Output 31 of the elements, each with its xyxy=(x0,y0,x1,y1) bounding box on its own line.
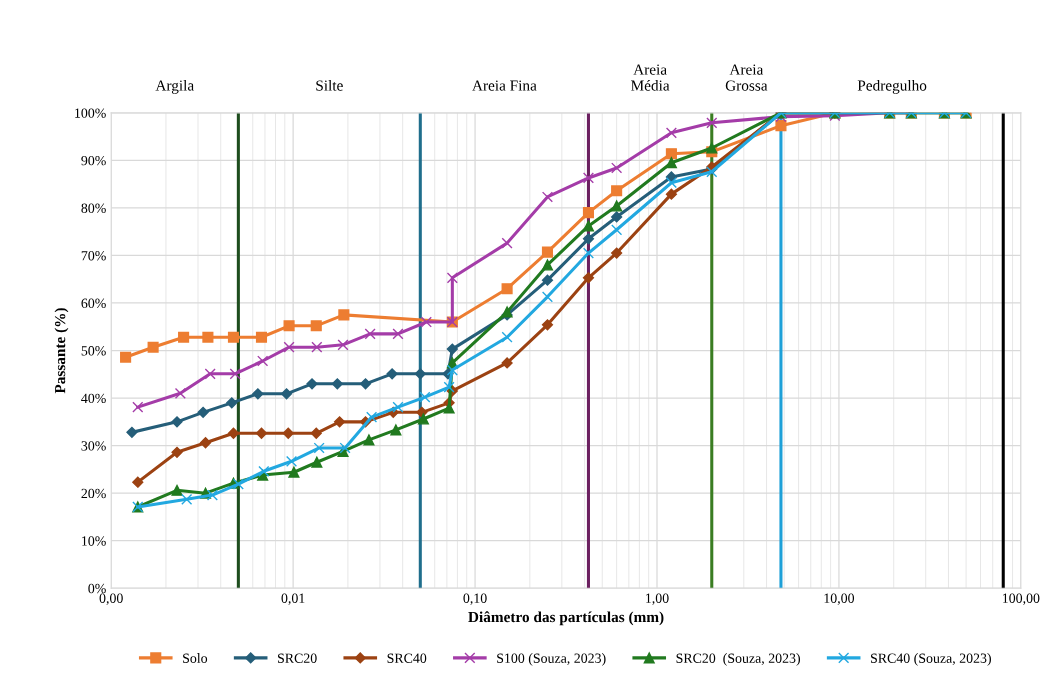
text: Areia Fina xyxy=(472,80,537,91)
y-tick-label: 60% xyxy=(81,298,106,308)
legend-label: SRC20 xyxy=(277,653,317,663)
text: Pedregulho xyxy=(857,79,927,94)
y-tick-label: 10% xyxy=(82,536,106,546)
y-tick-label: 50% xyxy=(81,346,106,356)
x-tick-label: 0,10 xyxy=(463,593,487,605)
y-tick-label: 90% xyxy=(81,155,106,166)
y-axis-title: Passante (%) xyxy=(54,308,69,394)
legend-label: SRC20 (Souza, 2023) xyxy=(676,653,801,666)
y-tick-label: 80% xyxy=(81,203,106,213)
legend-label: Solo xyxy=(183,653,208,663)
legend-label: SRC40 (Souza, 2023) xyxy=(870,653,991,666)
legend-label: S100 (Souza, 2023) xyxy=(497,653,606,666)
x-tick-label: 0,00 xyxy=(99,593,123,605)
text: Areia Média xyxy=(631,64,670,91)
text: Areia Grossa xyxy=(725,64,768,91)
y-tick-label: 70% xyxy=(81,251,106,261)
text: Argila xyxy=(155,79,194,94)
legend-label: SRC40 xyxy=(387,653,427,663)
y-tick-label: 40% xyxy=(81,393,106,404)
x-tick-label: 0,01 xyxy=(281,593,305,605)
text: Silte xyxy=(316,79,343,91)
x-tick-label: 100,00 xyxy=(1003,593,1040,605)
y-tick-label: 30% xyxy=(81,441,106,451)
x-tick-label: 10,00 xyxy=(824,593,855,605)
x-axis-title: Diâmetro das partículas (mm) xyxy=(468,611,664,626)
y-tick-label: 100% xyxy=(75,108,106,118)
y-tick-label: 0% xyxy=(88,583,106,594)
x-tick-label: 1,00 xyxy=(646,593,669,605)
y-tick-label: 20% xyxy=(81,488,106,499)
